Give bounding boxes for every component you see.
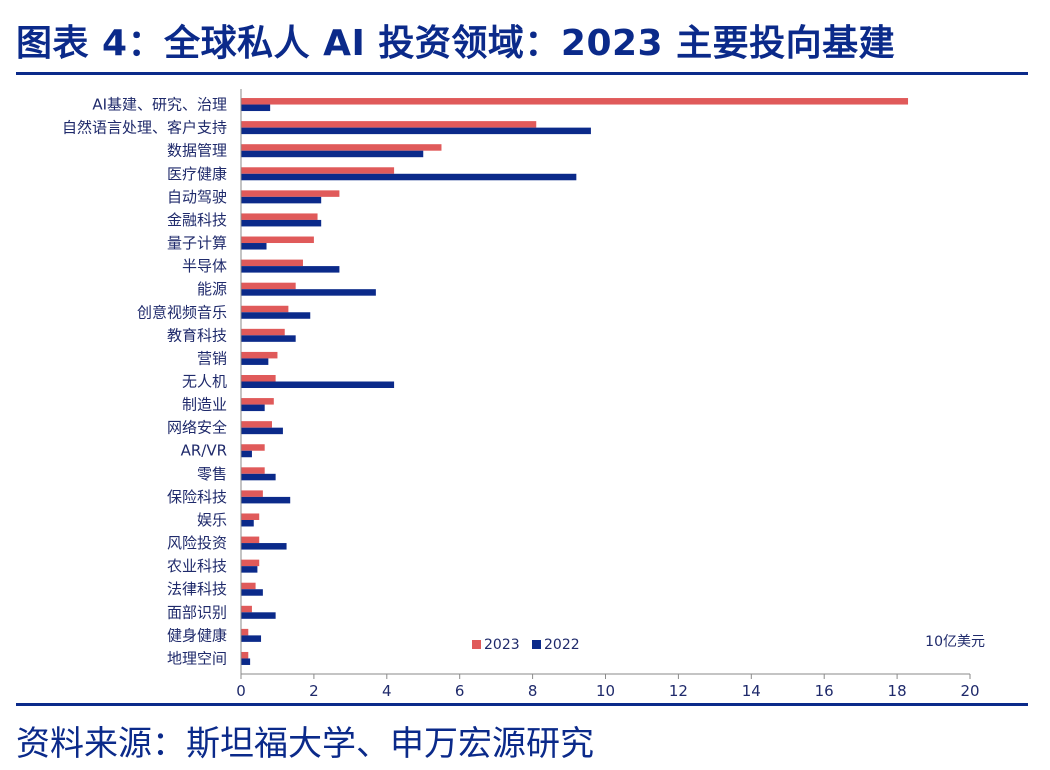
category-label: 零售 (197, 465, 227, 483)
bar-2022 (241, 381, 395, 388)
category-label: 自动驾驶 (167, 188, 227, 206)
category-label: 网络安全 (167, 419, 227, 437)
source-note: 资料来源：斯坦福大学、申万宏源研究 (16, 724, 594, 764)
bar-2022 (241, 589, 263, 596)
category-label: 能源 (197, 280, 227, 298)
bar-2022 (241, 635, 262, 642)
bar-2023 (241, 121, 537, 128)
bar-2023 (241, 282, 296, 290)
category-label: 医疗健康 (167, 165, 227, 183)
bar-2022 (241, 243, 267, 250)
bar-2022 (241, 335, 296, 342)
bar-2023 (241, 467, 265, 474)
x-tick-label: 16 (815, 682, 834, 700)
bar-2022 (241, 196, 322, 204)
bar-2023 (241, 559, 260, 567)
bar-2023 (241, 98, 909, 105)
category-label: 风险投资 (167, 534, 227, 552)
bar-2023 (241, 213, 318, 220)
category-label: 量子计算 (167, 234, 227, 252)
category-label: 半导体 (182, 257, 227, 275)
bar-2023 (241, 398, 274, 405)
bar-2022 (241, 289, 376, 296)
bar-2023 (241, 421, 272, 428)
x-tick-label: 18 (888, 682, 907, 700)
bar-2022 (241, 173, 577, 181)
x-tick-label: 4 (382, 682, 392, 700)
legend-swatch (472, 640, 481, 649)
category-label: 健身健康 (167, 626, 227, 644)
bar-2022 (241, 266, 340, 273)
category-label: 娱乐 (197, 511, 227, 529)
bar-2023 (241, 513, 260, 520)
legend-label: 2023 (484, 637, 520, 653)
bar-2023 (241, 305, 289, 313)
bar-2023 (241, 351, 278, 359)
bar-2022 (241, 612, 276, 619)
category-label: 保险科技 (167, 488, 227, 506)
bar-2023 (241, 605, 252, 613)
bar-2022 (241, 404, 265, 412)
bar-2022 (241, 566, 258, 573)
x-tick-label: 20 (960, 682, 979, 700)
category-label: 金融科技 (167, 211, 227, 229)
bar-2022 (241, 127, 591, 135)
x-tick-label: 8 (528, 682, 538, 700)
bar-2023 (241, 236, 314, 244)
x-tick-label: 10 (596, 682, 615, 700)
category-label: 制造业 (182, 396, 227, 414)
category-label: AR/VR (181, 442, 227, 460)
bar-2022 (241, 358, 269, 365)
bar-2022 (241, 427, 283, 435)
category-label: 创意视频音乐 (137, 303, 227, 321)
bar-2022 (241, 519, 254, 527)
unit-label: 10亿美元 (925, 634, 985, 650)
bar-2022 (241, 658, 251, 665)
bar-2023 (241, 259, 303, 267)
bar-2023 (241, 628, 249, 636)
bar-2022 (241, 473, 276, 481)
category-label: 营销 (197, 349, 227, 367)
bar-2023 (241, 582, 256, 590)
bar-2022 (241, 312, 311, 319)
x-tick-label: 6 (455, 682, 465, 700)
bar-2023 (241, 490, 263, 497)
bar-2023 (241, 444, 265, 451)
category-label: 无人机 (182, 373, 227, 391)
category-label: 教育科技 (167, 326, 227, 344)
bar-2022 (241, 496, 291, 504)
category-label: 面部识别 (167, 603, 227, 621)
category-label: 自然语言处理、客户支持 (62, 119, 227, 137)
bar-2023 (241, 536, 260, 544)
bar-2022 (241, 219, 322, 227)
category-label: 数据管理 (167, 142, 227, 160)
x-tick-label: 0 (236, 682, 246, 700)
bar-2022 (241, 104, 271, 112)
bar-2023 (241, 651, 249, 659)
bar-2023 (241, 375, 276, 382)
title-rule (16, 72, 1028, 75)
footer-rule (16, 703, 1028, 706)
x-tick-label: 2 (309, 682, 319, 700)
bar-2023 (241, 144, 442, 151)
legend-swatch (532, 640, 541, 649)
x-tick-label: 12 (669, 682, 688, 700)
bar-2023 (241, 190, 340, 197)
category-label: 地理空间 (167, 649, 227, 667)
category-label: 法律科技 (167, 580, 227, 598)
category-label: AI基建、研究、治理 (92, 96, 227, 114)
bar-2022 (241, 543, 287, 550)
bar-2022 (241, 450, 252, 458)
category-label: 农业科技 (167, 557, 227, 575)
legend-label: 2022 (544, 637, 580, 653)
bar-2023 (241, 167, 395, 174)
bar-2023 (241, 328, 285, 336)
bar-2022 (241, 150, 424, 158)
page-title: 图表 4：全球私人 AI 投资领域：2023 主要投向基建 (16, 23, 896, 64)
x-tick-label: 14 (742, 682, 761, 700)
